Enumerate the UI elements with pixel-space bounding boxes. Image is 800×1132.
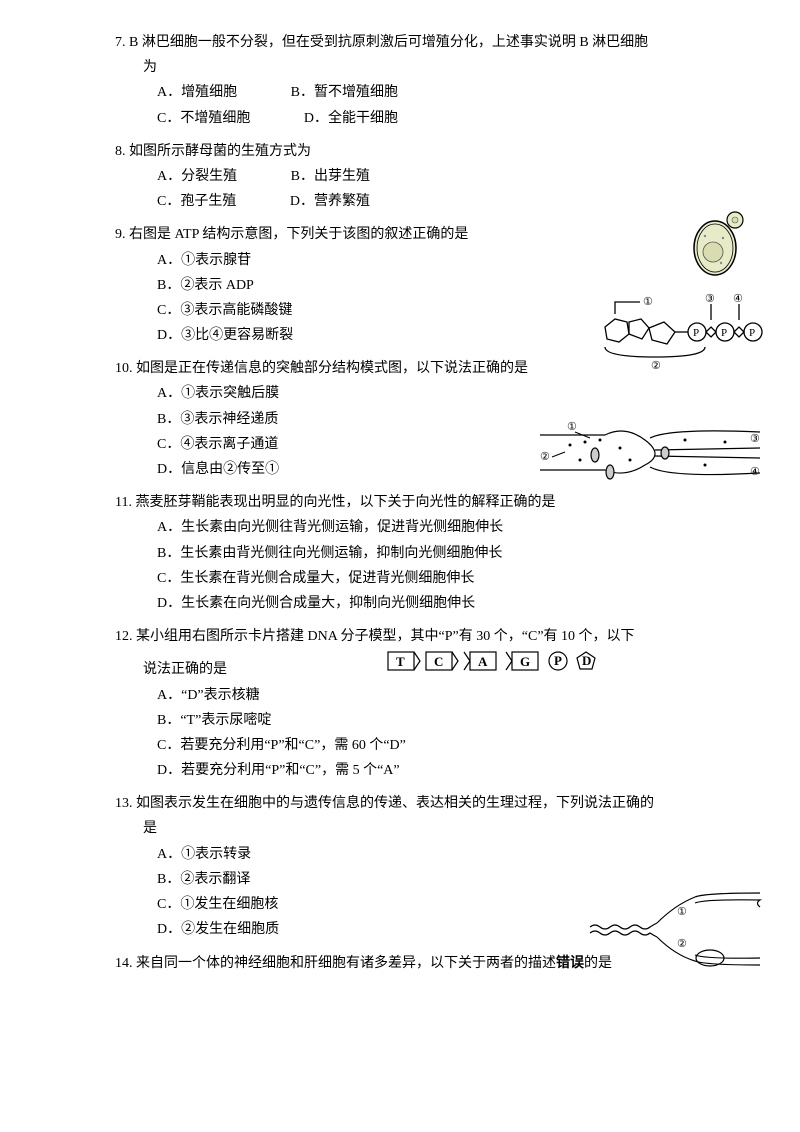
card-g: G xyxy=(520,654,530,669)
q12-opt-c: C．若要充分利用“P”和“C”，需 60 个“D” xyxy=(157,733,685,758)
q7-text2: 为 xyxy=(143,55,685,80)
q11-text: 燕麦胚芽鞘能表现出明显的向光性，以下关于向光性的解释正确的是 xyxy=(135,495,555,510)
q14-num: 14. xyxy=(115,956,133,971)
q12-opt-a: A．“D”表示核糖 xyxy=(157,683,685,708)
q8-opt-a: A．分裂生殖 xyxy=(157,164,237,189)
svg-text:①: ① xyxy=(643,296,653,308)
svg-text:③: ③ xyxy=(750,433,760,445)
card-t: T xyxy=(396,654,405,669)
q14-err: 错误 xyxy=(556,954,584,970)
svg-text:P: P xyxy=(693,327,699,339)
svg-text:②: ② xyxy=(651,360,661,370)
svg-text:④: ④ xyxy=(733,293,743,305)
q11-opt-a: A．生长素由向光侧往背光侧运输，促进背光侧细胞伸长 xyxy=(157,515,685,540)
card-p: P xyxy=(554,653,562,668)
card-a: A xyxy=(478,654,488,669)
q8-opt-d: D．营养繁殖 xyxy=(290,189,370,214)
q10-text: 如图是正在传递信息的突触部分结构模式图，以下说法正确的是 xyxy=(136,361,528,376)
q9-num: 9. xyxy=(115,227,126,242)
synapse-figure: ① ② ③ ④ xyxy=(535,420,765,490)
q11-opt-b: B．生长素由背光侧往向光侧运输，抑制向光侧细胞伸长 xyxy=(157,541,685,566)
q8-opt-b: B．出芽生殖 xyxy=(291,164,370,189)
q11-opt-d: D．生长素在向光侧合成量大，抑制向光侧细胞伸长 xyxy=(157,591,685,616)
q12-num: 12. xyxy=(115,629,133,644)
q11-opt-c: C．生长素在背光侧合成量大，促进背光侧细胞伸长 xyxy=(157,566,685,591)
q9-opt-a: A．①表示腺苷 xyxy=(157,248,685,273)
q8-opt-c: C．孢子生殖 xyxy=(157,189,236,214)
question-7: 7. B 淋巴细胞一般不分裂，但在受到抗原刺激后可增殖分化，上述事实说明 B 淋… xyxy=(115,30,685,131)
q7-opt-d: D．全能干细胞 xyxy=(304,106,398,131)
yeast-figure xyxy=(685,208,755,278)
q12-text1: 某小组用右图所示卡片搭建 DNA 分子模型，其中“P”有 30 个，“C”有 1… xyxy=(136,629,635,644)
card-c: C xyxy=(434,654,443,669)
q8-num: 8. xyxy=(115,144,126,159)
svg-text:②: ② xyxy=(677,938,687,950)
q11-num: 11. xyxy=(115,495,132,510)
q7-opt-b: B．暂不增殖细胞 xyxy=(291,80,398,105)
card-d: D xyxy=(582,653,591,668)
question-11: 11. 燕麦胚芽鞘能表现出明显的向光性，以下关于向光性的解释正确的是 A．生长素… xyxy=(115,490,685,616)
q8-text: 如图所示酵母菌的生殖方式为 xyxy=(129,144,311,159)
svg-text:①: ① xyxy=(677,906,687,918)
q12-opt-d: D．若要充分利用“P”和“C”，需 5 个“A” xyxy=(157,758,685,783)
q13-text2: 是 xyxy=(143,816,685,841)
q12-opt-b: B．“T”表示尿嘧啶 xyxy=(157,708,685,733)
q7-opt-c: C．不增殖细胞 xyxy=(157,106,250,131)
replication-figure: ① ② xyxy=(585,885,765,975)
question-8: 8. 如图所示酵母菌的生殖方式为 A．分裂生殖 B．出芽生殖 C．孢子生殖 D．… xyxy=(115,139,685,215)
q7-text1: B 淋巴细胞一般不分裂，但在受到抗原刺激后可增殖分化，上述事实说明 B 淋巴细胞 xyxy=(129,35,648,50)
q13-text1: 如图表示发生在细胞中的与遗传信息的传递、表达相关的生理过程，下列说法正确的 xyxy=(136,796,654,811)
q7-opt-a: A．增殖细胞 xyxy=(157,80,237,105)
svg-text:④: ④ xyxy=(750,466,760,478)
question-12: 12. 某小组用右图所示卡片搭建 DNA 分子模型，其中“P”有 30 个，“C… xyxy=(115,624,685,783)
svg-text:P: P xyxy=(721,327,727,339)
svg-text:①: ① xyxy=(567,421,577,433)
q10-opt-a: A．①表示突触后膜 xyxy=(157,381,685,406)
q10-num: 10. xyxy=(115,361,133,376)
q13-opt-a: A．①表示转录 xyxy=(157,842,685,867)
svg-text:P: P xyxy=(749,327,755,339)
q13-num: 13. xyxy=(115,796,133,811)
svg-text:③: ③ xyxy=(705,293,715,305)
q14-text1: 来自同一个体的神经细胞和肝细胞有诸多差异，以下关于两者的描述 xyxy=(136,956,556,971)
q12-text2: 说法正确的是 xyxy=(143,662,227,677)
dna-cards-figure: T C A G P D xyxy=(386,649,606,673)
atp-figure: P P P ① ③ ④ ② xyxy=(585,292,780,372)
svg-text:②: ② xyxy=(540,451,550,463)
q9-text: 右图是 ATP 结构示意图，下列关于该图的叙述正确的是 xyxy=(129,227,468,242)
q7-num: 7. xyxy=(115,35,126,50)
